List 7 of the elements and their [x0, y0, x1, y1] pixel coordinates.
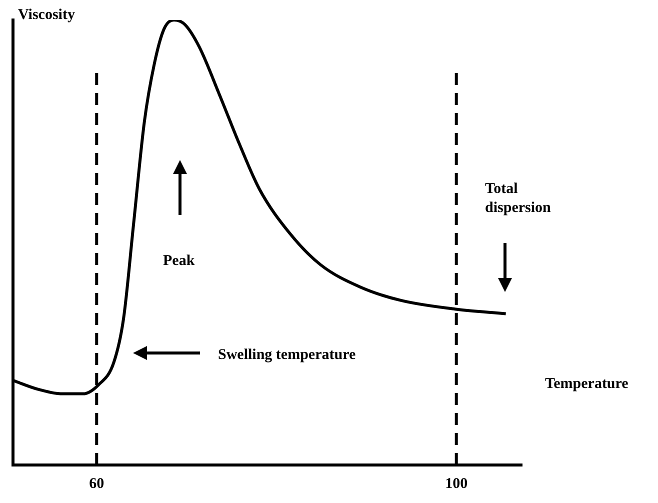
- x-axis-title: Temperature: [545, 375, 628, 394]
- annotation: Total dispersion: [485, 180, 552, 218]
- annotation: Peak: [163, 252, 195, 271]
- x-tick-label: 60: [89, 476, 104, 492]
- annotation: Swelling temperature: [218, 346, 356, 365]
- x-tick-label: 100: [445, 476, 468, 492]
- y-axis-title: Viscosity: [18, 6, 75, 25]
